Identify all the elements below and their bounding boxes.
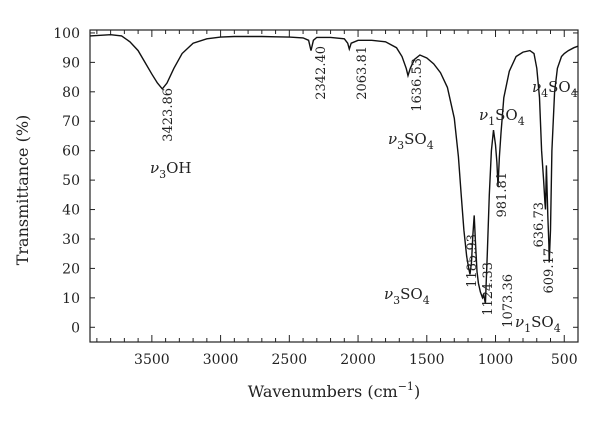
- band-assignment-label: ν1SO4: [479, 106, 525, 128]
- y-tick-label: 40: [62, 203, 80, 219]
- x-tick-label: 3500: [134, 352, 170, 368]
- band-assignment-label: ν4SO4: [532, 78, 578, 100]
- y-tick-label: 100: [53, 26, 80, 42]
- x-axis-ticks: 3500 3000 2500 2000 1500 1000 500: [96, 30, 578, 368]
- y-tick-label: 80: [62, 85, 80, 101]
- peak-label: 636.73: [532, 202, 547, 248]
- peak-label: 2342.40: [314, 46, 329, 100]
- y-tick-label: 30: [62, 232, 80, 248]
- x-tick-label: 2500: [272, 352, 308, 368]
- peak-label: 609.17: [542, 248, 557, 294]
- spectrum-series-line: [89, 33, 579, 304]
- y-tick-label: 0: [71, 320, 80, 336]
- peak-label: 1636.53: [410, 58, 425, 112]
- peak-label: 2063.81: [355, 46, 370, 100]
- peak-label: 1185.93: [465, 234, 480, 288]
- y-tick-label: 10: [62, 291, 80, 307]
- x-tick-label: 500: [551, 352, 578, 368]
- y-tick-label: 50: [62, 173, 80, 189]
- y-tick-label: 70: [62, 114, 80, 130]
- y-tick-label: 60: [62, 144, 80, 160]
- y-axis-title: Transmittance (%): [13, 115, 32, 266]
- x-tick-label: 1000: [478, 352, 514, 368]
- y-tick-label: 20: [62, 261, 80, 277]
- y-tick-label: 90: [62, 55, 80, 71]
- peak-label: 3423.86: [161, 88, 176, 142]
- peak-label: 981.81: [495, 172, 510, 218]
- peak-label: 1124.33: [481, 262, 496, 316]
- band-labels: ν3OH ν3SO4 ν3SO4 ν1SO4 ν4SO4 ν1SO4: [150, 78, 578, 335]
- x-tick-label: 3000: [203, 352, 239, 368]
- x-tick-label: 2000: [340, 352, 376, 368]
- band-assignment-label: ν3OH: [150, 159, 192, 181]
- x-axis-title: Wavenumbers (cm−1): [248, 380, 420, 401]
- peak-label: 1073.36: [501, 274, 516, 328]
- x-tick-label: 1500: [409, 352, 445, 368]
- band-assignment-label: ν1SO4: [515, 313, 561, 335]
- peak-labels: 3423.86 2342.40 2063.81 1636.53 1185.931124.…: [161, 46, 557, 328]
- band-assignment-label: ν3SO4: [384, 285, 430, 307]
- band-assignment-label: ν3SO4: [388, 130, 434, 152]
- plot-frame: [89, 29, 579, 343]
